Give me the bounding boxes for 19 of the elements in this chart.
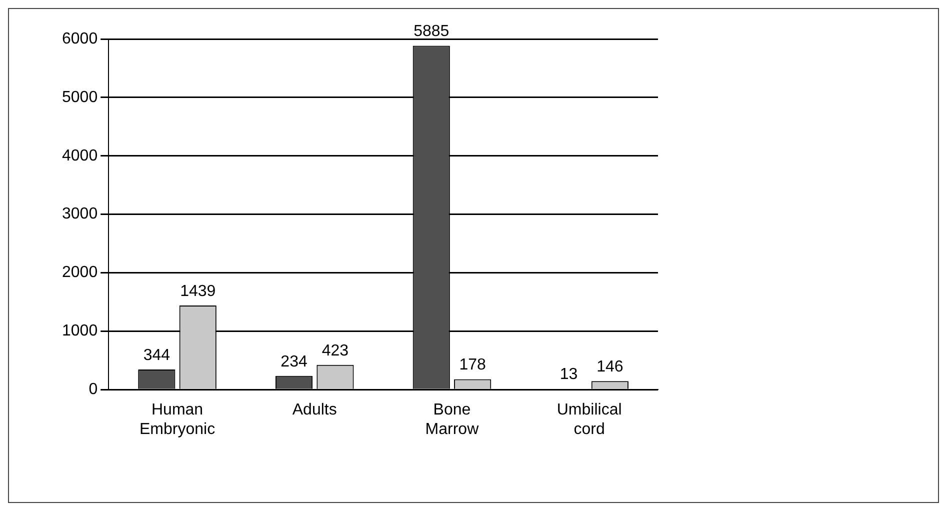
data-label: 13 [560, 366, 578, 384]
data-label: 178 [459, 356, 486, 374]
y-tick-label: 0 [88, 381, 98, 398]
data-label: 344 [143, 346, 170, 364]
data-label: 5885 [414, 23, 450, 40]
data-label: 423 [322, 342, 349, 360]
data-label: 1439 [180, 282, 216, 300]
y-tick-label: 4000 [62, 147, 98, 164]
data-label: 146 [596, 358, 624, 376]
y-tick-label: 3000 [62, 206, 98, 223]
data-label: 234 [280, 353, 308, 370]
x-tick-label: Human Embryonic [139, 402, 216, 438]
y-tick-label: 2000 [62, 264, 98, 282]
y-tick-label: 5000 [62, 88, 98, 106]
x-tick-label: Umbilical cord [556, 402, 622, 438]
y-tick-label: 1000 [62, 322, 98, 340]
y-tick-label: 6000 [62, 30, 98, 48]
x-tick-label: Adults [292, 402, 337, 419]
x-tick-label: Bone Marrow [425, 402, 480, 438]
